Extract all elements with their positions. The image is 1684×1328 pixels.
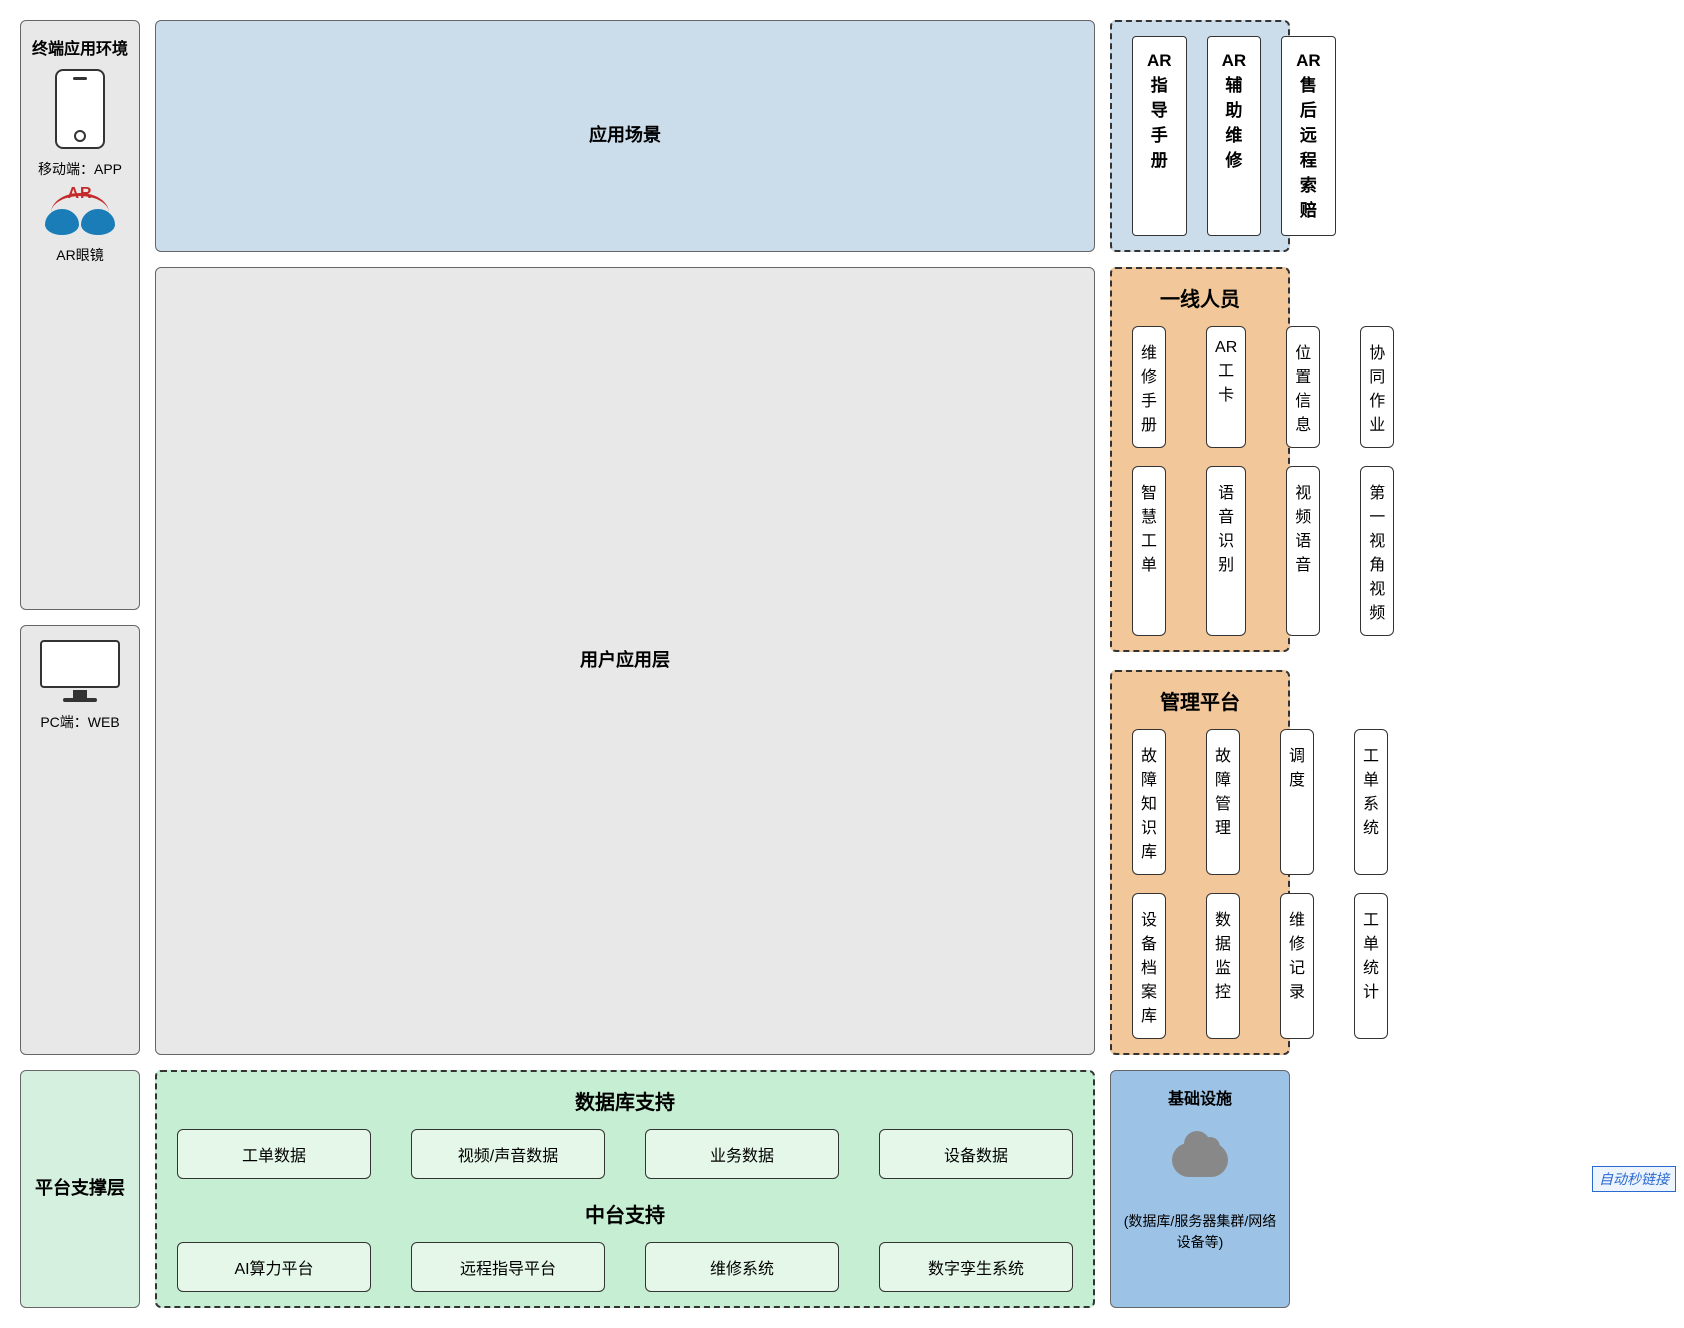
support-layer-panel: 数据库支持 工单数据 视频/声音数据 业务数据 设备数据 中台支持 AI算力平台…: [155, 1070, 1095, 1308]
left-label-user-layer: 用户应用层: [155, 267, 1095, 1055]
watermark: 自动秒链接: [1592, 1166, 1676, 1192]
mid-cell: 维修系统: [645, 1242, 839, 1292]
infra-caption: (数据库/服务器集群/网络设备等): [1121, 1211, 1279, 1253]
infra-title: 基础设施: [1168, 1085, 1232, 1109]
scenario-box: AR辅助维修: [1207, 36, 1262, 236]
frontline-cell: 第一视角视频: [1360, 466, 1394, 636]
mgmt-title: 管理平台: [1132, 686, 1268, 715]
monitor-base: [63, 698, 97, 702]
left-label-scenarios: 应用场景: [155, 20, 1095, 252]
label-text: 平台支撑层: [35, 1176, 125, 1201]
scenario-box: AR指导手册: [1132, 36, 1187, 236]
terminal-title: 终端应用环境: [32, 35, 128, 59]
db-cell: 工单数据: [177, 1129, 371, 1179]
frontline-cell: AR工卡: [1206, 326, 1246, 448]
pc-caption: PC端：WEB: [40, 712, 119, 732]
frontline-panel: 一线人员 维修手册 AR工卡 位置信息 协同作业 智慧工单 语音识别 视频语音 …: [1110, 267, 1290, 652]
user-layer-stack: 一线人员 维修手册 AR工卡 位置信息 协同作业 智慧工单 语音识别 视频语音 …: [1110, 267, 1290, 1055]
mobile-caption: 移动端：APP: [38, 159, 122, 179]
mgmt-cell: 维修记录: [1280, 893, 1314, 1039]
phone-icon: [55, 69, 105, 149]
frontline-cell: 位置信息: [1286, 326, 1320, 448]
diagram-container: 应用场景 AR指导手册 AR辅助维修 AR售后远程索赔 终端应用环境 移动端：A…: [20, 20, 1664, 1308]
ar-glasses-icon: AR: [45, 189, 115, 235]
mgmt-grid: 故障知识库 故障管理 调度 工单系统 设备档案库 数据监控 维修记录 工单统计: [1132, 729, 1268, 1039]
frontline-cell: 协同作业: [1360, 326, 1394, 448]
pc-box: PC端：WEB: [20, 625, 140, 1055]
infra-box: 基础设施 (数据库/服务器集群/网络设备等): [1110, 1070, 1290, 1308]
frontline-grid: 维修手册 AR工卡 位置信息 协同作业 智慧工单 语音识别 视频语音 第一视角视…: [1132, 326, 1268, 636]
mgmt-cell: 工单统计: [1354, 893, 1388, 1039]
mgmt-cell: 数据监控: [1206, 893, 1240, 1039]
mgmt-cell: 故障管理: [1206, 729, 1240, 875]
frontline-cell: 视频语音: [1286, 466, 1320, 636]
label-text: 用户应用层: [580, 648, 670, 673]
scenarios-row: AR指导手册 AR辅助维修 AR售后远程索赔: [1132, 36, 1268, 236]
mid-title: 中台支持: [177, 1199, 1073, 1228]
mgmt-cell: 调度: [1280, 729, 1314, 875]
frontline-title: 一线人员: [1132, 283, 1268, 312]
db-cell: 视频/声音数据: [411, 1129, 605, 1179]
db-grid: 工单数据 视频/声音数据 业务数据 设备数据: [177, 1129, 1073, 1179]
mid-grid: AI算力平台 远程指导平台 维修系统 数字孪生系统: [177, 1242, 1073, 1292]
scenarios-panel: AR指导手册 AR辅助维修 AR售后远程索赔: [1110, 20, 1290, 252]
mid-cell: AI算力平台: [177, 1242, 371, 1292]
mid-cell: 数字孪生系统: [879, 1242, 1073, 1292]
frontline-cell: 语音识别: [1206, 466, 1246, 636]
monitor-screen: [40, 640, 120, 688]
right-column-top: 终端应用环境 移动端：APP AR AR眼镜 PC端：WEB: [20, 20, 140, 1055]
mgmt-cell: 工单系统: [1354, 729, 1388, 875]
mgmt-platform-panel: 管理平台 故障知识库 故障管理 调度 工单系统 设备档案库 数据监控 维修记录 …: [1110, 670, 1290, 1055]
mgmt-cell: 设备档案库: [1132, 893, 1166, 1039]
ar-caption: AR眼镜: [56, 245, 103, 265]
label-text: 应用场景: [589, 123, 661, 148]
frontline-cell: 智慧工单: [1132, 466, 1166, 636]
frontline-cell: 维修手册: [1132, 326, 1166, 448]
db-cell: 业务数据: [645, 1129, 839, 1179]
cloud-icon: [1172, 1143, 1228, 1177]
db-title: 数据库支持: [177, 1086, 1073, 1115]
ar-lens: [81, 209, 115, 235]
ar-lens: [45, 209, 79, 235]
terminal-env-box: 终端应用环境 移动端：APP AR AR眼镜: [20, 20, 140, 610]
monitor-stand: [73, 690, 87, 698]
monitor-icon: [40, 640, 120, 702]
db-cell: 设备数据: [879, 1129, 1073, 1179]
left-label-support-layer: 平台支撑层: [20, 1070, 140, 1308]
mgmt-cell: 故障知识库: [1132, 729, 1166, 875]
mid-cell: 远程指导平台: [411, 1242, 605, 1292]
scenario-box: AR售后远程索赔: [1281, 36, 1336, 236]
